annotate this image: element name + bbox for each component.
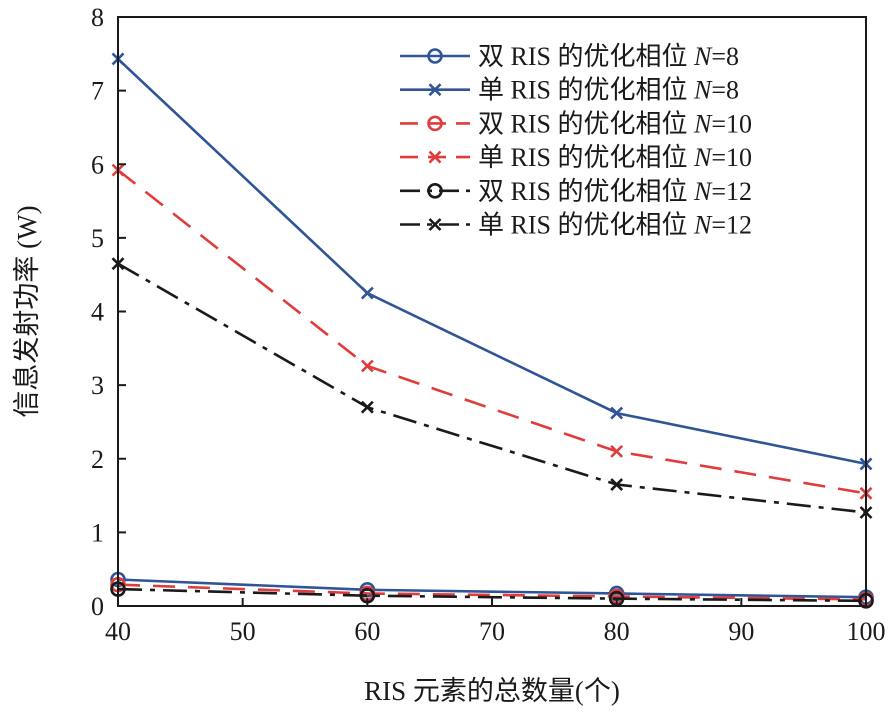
x-tick-label: 50 bbox=[230, 617, 256, 646]
legend-entry: 双 RIS 的优化相位 N=12 bbox=[400, 177, 752, 206]
legend-label: 单 RIS 的优化相位 N=12 bbox=[478, 211, 752, 240]
legend-entry: 单 RIS 的优化相位 N=10 bbox=[400, 143, 752, 172]
legend-label: 双 RIS 的优化相位 N=10 bbox=[478, 109, 752, 138]
series-layer bbox=[110, 52, 874, 609]
y-tick-label: 5 bbox=[91, 224, 104, 253]
legend-marker bbox=[428, 150, 442, 164]
x-tick-label: 40 bbox=[105, 617, 131, 646]
y-tick-label: 2 bbox=[91, 445, 104, 474]
legend-label: 单 RIS 的优化相位 N=10 bbox=[478, 143, 752, 172]
legend-entry: 单 RIS 的优化相位 N=12 bbox=[400, 211, 752, 240]
data-point bbox=[610, 444, 624, 458]
y-tick-label: 6 bbox=[91, 150, 104, 179]
data-point bbox=[610, 406, 624, 420]
x-axis-title: RIS 元素的总数量(个) bbox=[364, 676, 620, 706]
legend-marker bbox=[428, 218, 442, 231]
legend-marker bbox=[427, 48, 443, 64]
data-point bbox=[610, 478, 624, 491]
data-point bbox=[360, 359, 374, 373]
legend-label: 双 RIS 的优化相位 N=8 bbox=[478, 42, 739, 71]
x-tick-label: 70 bbox=[479, 617, 505, 646]
axis-ticks: 40 50 60 70 80 90 100 0 1 2 3 4 5 6 7 8 bbox=[91, 3, 886, 646]
data-point bbox=[360, 286, 374, 300]
legend-entry: 双 RIS 的优化相位 N=8 bbox=[400, 42, 739, 71]
x-tick-label: 100 bbox=[847, 617, 886, 646]
y-tick-label: 4 bbox=[91, 298, 104, 327]
legend-marker bbox=[427, 115, 443, 132]
series-line bbox=[117, 587, 867, 603]
y-tick-label: 1 bbox=[91, 518, 104, 547]
x-tick-label: 60 bbox=[354, 617, 380, 646]
y-axis-title: 信息发射功率 (W) bbox=[12, 205, 42, 417]
legend-label: 单 RIS 的优化相位 N=8 bbox=[478, 76, 739, 105]
y-tick-label: 7 bbox=[91, 77, 104, 106]
y-tick-label: 3 bbox=[91, 371, 104, 400]
legend: 双 RIS 的优化相位 N=8 单 RIS 的优化相位 N=8 双 RIS 的优化相… bbox=[400, 42, 752, 240]
series-line bbox=[117, 583, 867, 601]
series-line bbox=[117, 262, 867, 514]
series-line bbox=[117, 169, 867, 495]
legend-label: 双 RIS 的优化相位 N=12 bbox=[478, 177, 752, 206]
series-6 bbox=[111, 257, 873, 519]
data-point bbox=[360, 400, 374, 414]
y-tick-label: 8 bbox=[91, 3, 104, 32]
x-tick-label: 90 bbox=[728, 617, 754, 646]
legend-marker bbox=[427, 183, 443, 199]
series-line bbox=[117, 578, 867, 599]
legend-entry: 双 RIS 的优化相位 N=10 bbox=[400, 109, 752, 138]
x-tick-label: 80 bbox=[604, 617, 630, 646]
plot-frame bbox=[117, 16, 867, 607]
legend-marker bbox=[428, 83, 442, 97]
legend-entry: 单 RIS 的优化相位 N=8 bbox=[400, 76, 739, 105]
y-tick-label: 0 bbox=[91, 592, 104, 621]
series-line bbox=[117, 58, 867, 466]
